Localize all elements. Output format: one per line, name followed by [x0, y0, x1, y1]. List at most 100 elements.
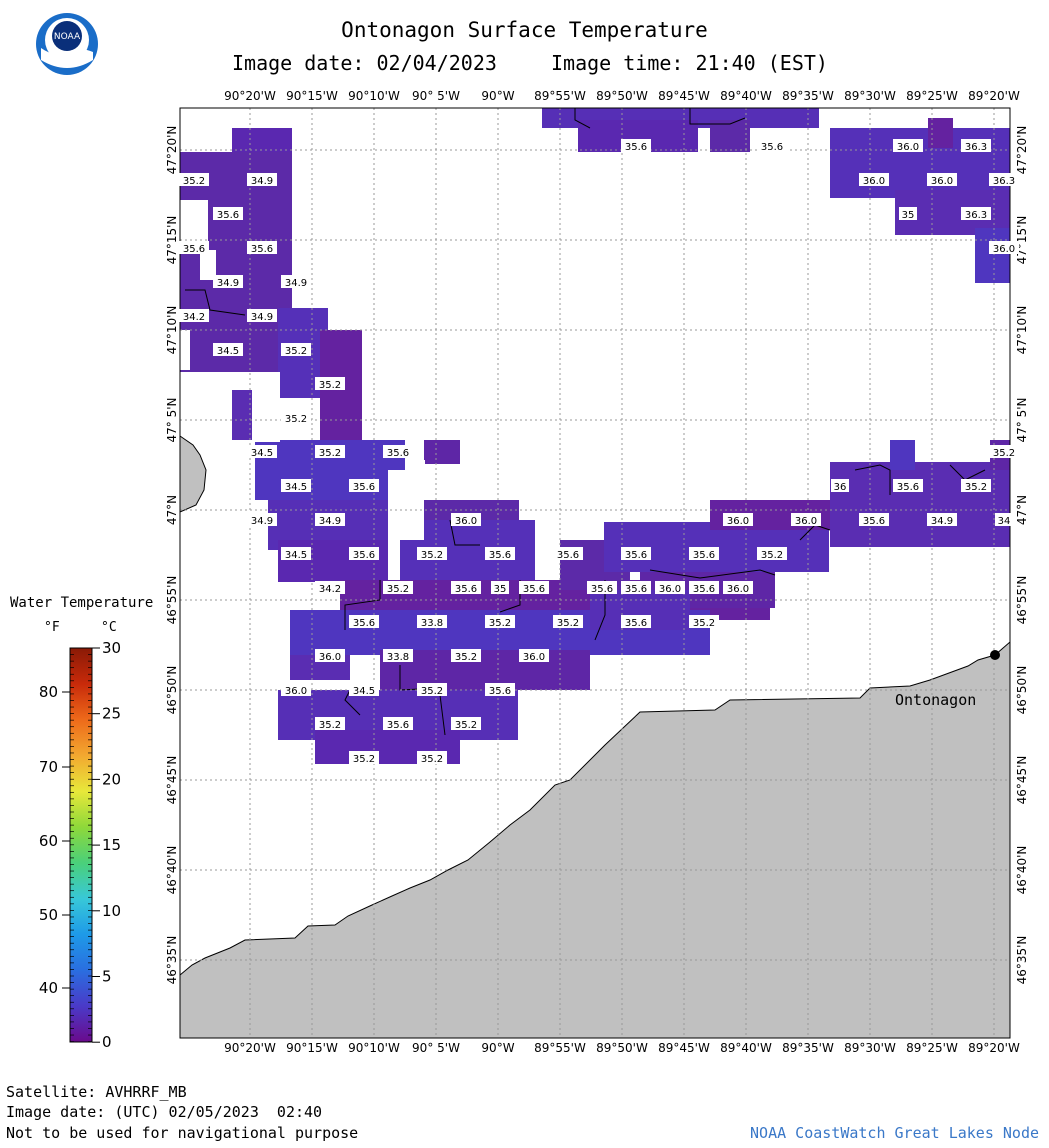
- legend-label-c: 5: [102, 968, 112, 986]
- temperature-value-label: 36.3: [993, 176, 1015, 187]
- temperature-value-label: 35.2: [421, 686, 443, 697]
- lat-tick-label: 46°35'N: [1015, 936, 1029, 985]
- temperature-label-box: [893, 139, 923, 152]
- temperature-value-label: 35.6: [217, 210, 239, 221]
- temperature-label-box: [179, 241, 209, 254]
- temperature-label-box: [831, 479, 849, 492]
- temperature-value-label: 34.9: [319, 516, 341, 527]
- lon-tick-label: 89°50'W: [596, 89, 648, 103]
- lat-tick-label: 46°45'N: [165, 756, 179, 805]
- temperature-label-box: [893, 479, 923, 492]
- temperature-value-label: 35.6: [455, 584, 477, 595]
- temperature-label-box: [247, 173, 277, 186]
- isotherm-line: [344, 580, 381, 630]
- temperature-value-label: 34.9: [931, 516, 953, 527]
- temperature-value-label: 36.0: [727, 584, 749, 595]
- temperature-value-label: 36.0: [727, 516, 749, 527]
- temperature-label-box: [315, 445, 345, 458]
- no-data-gap: [405, 460, 425, 500]
- temperature-value-label: 36.0: [659, 584, 681, 595]
- temperature-label-box: [213, 207, 243, 220]
- lat-tick-label: 47°10'N: [165, 306, 179, 355]
- temperature-value-label: 35.2: [455, 652, 477, 663]
- temperature-value-label: 35.2: [319, 448, 341, 459]
- temperature-label-box: [349, 683, 379, 696]
- temperature-label-box: [247, 309, 277, 322]
- temperature-label-box: [689, 547, 719, 560]
- isotherm-line: [439, 694, 446, 736]
- temperature-value-label: 34.9: [251, 516, 273, 527]
- temperature-label-box: [791, 513, 821, 526]
- lon-tick-label: 89°25'W: [906, 89, 958, 103]
- temperature-value-label: 35.6: [625, 142, 647, 153]
- temperature-label-box: [451, 513, 481, 526]
- legend-label-c: 25: [102, 705, 121, 723]
- temperature-value-label: 35.2: [693, 618, 715, 629]
- temperature-value-label: 35.6: [523, 584, 545, 595]
- temperature-label-box: [315, 649, 345, 662]
- temperature-value-label: 36.0: [863, 176, 885, 187]
- lat-tick-label: 47° 5'N: [165, 398, 179, 443]
- temperature-value-label: 34.5: [353, 686, 375, 697]
- legend-label-f: 70: [39, 758, 58, 776]
- temperature-label-box: [519, 581, 549, 594]
- lat-tick-label: 47°20'N: [1015, 126, 1029, 175]
- legend-unit-c: °C: [101, 620, 117, 635]
- temperature-value-label: 35.6: [489, 686, 511, 697]
- temperature-label-box: [519, 649, 549, 662]
- temperature-cell: [890, 440, 915, 470]
- temperature-value-label: 35.2: [183, 176, 205, 187]
- no-data-gap: [180, 372, 232, 442]
- temperature-cell: [975, 228, 1010, 283]
- no-data-gap: [388, 500, 424, 540]
- lat-tick-label: 46°55'N: [1015, 576, 1029, 625]
- temperature-value-label: 33.8: [421, 618, 443, 629]
- isotherm-line: [344, 689, 361, 716]
- temperature-label-box: [989, 241, 1019, 254]
- temperature-value-label: 34.9: [251, 176, 273, 187]
- temperature-label-box: [859, 513, 889, 526]
- temperature-label-box: [757, 139, 787, 152]
- legend-unit-f: °F: [44, 620, 60, 635]
- land-mainland: [180, 641, 1010, 1038]
- temperature-label-box: [281, 547, 311, 560]
- temperature-value-label: 36.0: [897, 142, 919, 153]
- legend-label-f: 60: [39, 832, 58, 850]
- temperature-value-label: 33.8: [387, 652, 409, 663]
- temperature-label-box: [621, 139, 651, 152]
- temperature-value-label: 35.6: [693, 584, 715, 595]
- temperature-value-label: 35.6: [863, 516, 885, 527]
- temperature-label-box: [417, 547, 447, 560]
- lon-tick-label: 90°W: [481, 89, 514, 103]
- temperature-value-label: 35.2: [489, 618, 511, 629]
- temperature-value-label: 35.6: [557, 550, 579, 561]
- lat-tick-label: 46°55'N: [165, 576, 179, 625]
- lat-tick-label: 47°15'N: [1015, 216, 1029, 265]
- lat-tick-label: 46°45'N: [1015, 756, 1029, 805]
- lat-tick-label: 46°50'N: [165, 666, 179, 715]
- temperature-label-box: [621, 581, 651, 594]
- temperature-cell: [180, 152, 292, 372]
- temperature-cell: [424, 440, 460, 464]
- temperature-label-box: [859, 173, 889, 186]
- temperature-cell: [710, 120, 750, 152]
- temperature-label-box: [961, 479, 991, 492]
- temperature-label-box: [383, 581, 413, 594]
- lat-lon-grid: [180, 108, 1010, 1038]
- temperature-value-label: 34.9: [251, 312, 273, 323]
- temperature-value-label: 35.2: [319, 720, 341, 731]
- lat-tick-label: 47°N: [165, 495, 179, 525]
- temperature-value-label: 36.3: [965, 142, 987, 153]
- temperature-value-label: 35.6: [183, 244, 205, 255]
- temperature-label-box: [553, 615, 583, 628]
- lat-tick-label: 46°40'N: [1015, 846, 1029, 895]
- temperature-label-box: [315, 513, 345, 526]
- temperature-value-label: 36.0: [931, 176, 953, 187]
- lon-tick-label: 89°40'W: [720, 1041, 772, 1055]
- legend-label-c: 20: [102, 770, 121, 788]
- temperature-label-box: [553, 547, 583, 560]
- lat-tick-label: 47°15'N: [165, 216, 179, 265]
- temperature-value-label: 34.9: [217, 278, 239, 289]
- lat-tick-label: 47°20'N: [165, 126, 179, 175]
